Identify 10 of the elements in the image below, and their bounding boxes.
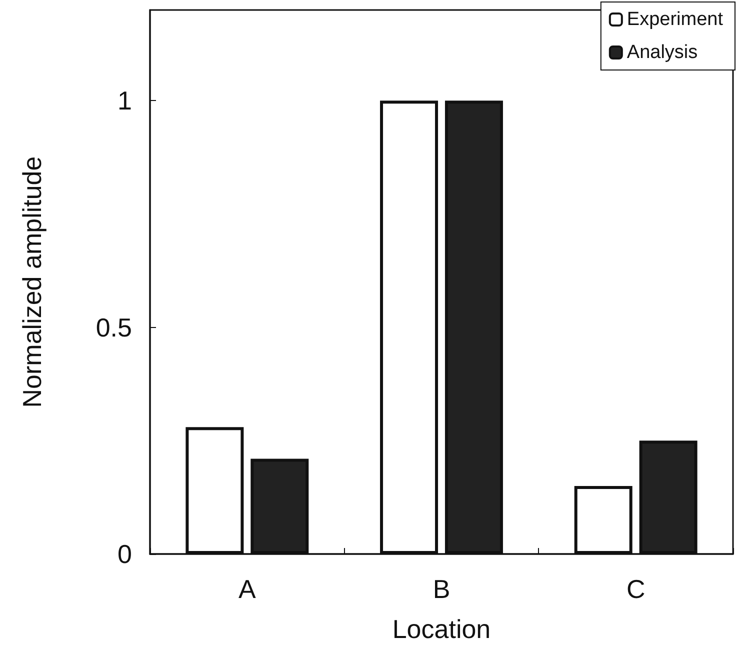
legend-label: Analysis bbox=[626, 42, 698, 63]
y-tick-label: 0.5 bbox=[96, 312, 132, 342]
x-tick-label: A bbox=[238, 574, 256, 604]
x-axis-title: Location bbox=[392, 614, 491, 644]
y-tick-label: 1 bbox=[118, 86, 132, 116]
x-tick-label: C bbox=[626, 574, 646, 604]
y-tick-label: 0 bbox=[118, 539, 132, 569]
y-axis-title: Normalized amplitude bbox=[17, 156, 47, 408]
x-tick-label: B bbox=[432, 574, 450, 604]
legend-label: Experiment bbox=[626, 9, 724, 30]
